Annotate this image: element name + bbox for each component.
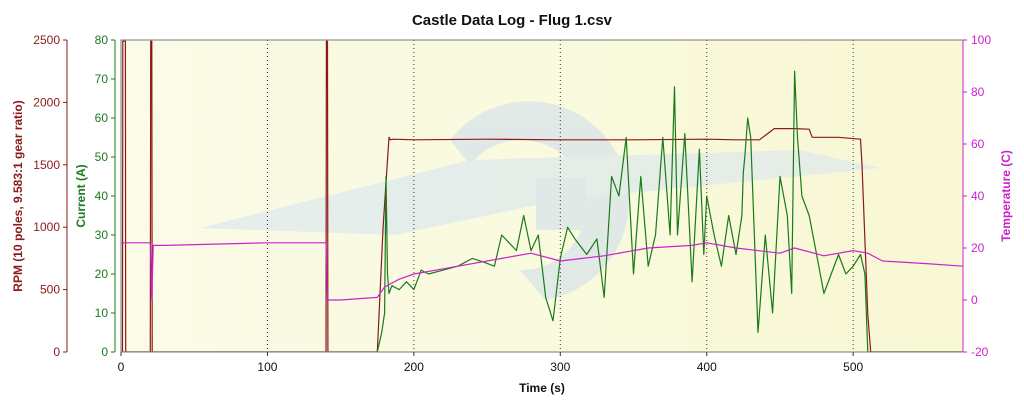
chart-title: Castle Data Log - Flug 1.csv — [412, 12, 613, 29]
axis-layer: 0500100015002000250001020304050607080-20… — [33, 33, 991, 374]
x-axis-title: Time (s) — [519, 381, 565, 395]
x-tick-label: 0 — [118, 360, 125, 374]
current-tick-label: 50 — [95, 150, 109, 164]
current-tick-label: 60 — [95, 111, 109, 125]
current-tick-label: 40 — [95, 189, 109, 203]
x-tick-label: 200 — [404, 360, 424, 374]
rpm-tick-label: 500 — [40, 283, 60, 297]
temperature-tick-label: 20 — [971, 241, 985, 255]
rpm-axis-title: RPM (10 poles, 9.583:1 gear ratio) — [11, 100, 25, 291]
x-tick-label: 100 — [257, 360, 277, 374]
rpm-tick-label: 0 — [53, 345, 60, 359]
temperature-axis-title: Temperature (C) — [999, 150, 1013, 242]
rpm-tick-label: 2500 — [33, 33, 60, 47]
rpm-tick-label: 2000 — [33, 95, 60, 109]
series-layer — [121, 40, 963, 352]
current-series-line — [121, 70, 963, 352]
current-tick-label: 10 — [95, 306, 109, 320]
current-tick-label: 80 — [95, 33, 109, 47]
rpm-tick-label: 1500 — [33, 158, 60, 172]
temperature-tick-label: 80 — [971, 85, 985, 99]
current-tick-label: 70 — [95, 72, 109, 86]
x-tick-label: 500 — [843, 360, 863, 374]
temperature-tick-label: 60 — [971, 137, 985, 151]
temperature-tick-label: 100 — [971, 33, 991, 47]
temperature-series-line — [121, 242, 963, 301]
rpm-series-line — [121, 40, 963, 352]
temperature-tick-label: -20 — [971, 345, 989, 359]
current-tick-label: 30 — [95, 228, 109, 242]
rpm-tick-label: 1000 — [33, 220, 60, 234]
current-tick-label: 20 — [95, 267, 109, 281]
temperature-tick-label: 0 — [971, 293, 978, 307]
x-tick-label: 400 — [697, 360, 717, 374]
current-axis-title: Current (A) — [74, 164, 88, 227]
x-tick-label: 300 — [550, 360, 570, 374]
temperature-tick-label: 40 — [971, 189, 985, 203]
current-tick-label: 0 — [101, 345, 108, 359]
